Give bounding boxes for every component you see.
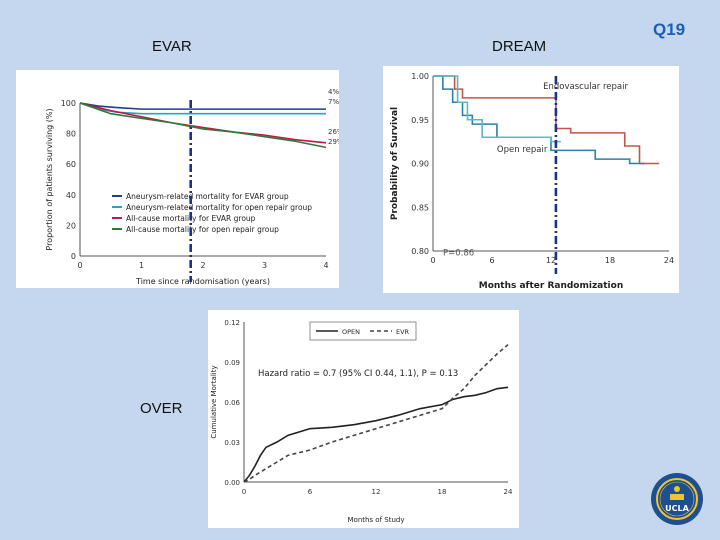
series-label: Endovascular repair (543, 82, 628, 92)
evar-chart-panel: 0 1 2 3 4 0 20 40 60 80 100 Time since randomisatio… (16, 70, 348, 288)
series-line-0-0 (79, 102, 326, 110)
y-tick-label: 0.85 (411, 203, 429, 212)
legend-entry: Aneurysm-related mortality for EVAR grou… (126, 192, 289, 201)
y-tick-label: 0.12 (224, 319, 240, 327)
p-value-annotation: P=0.86 (443, 248, 474, 258)
series-label: Open repair (497, 145, 548, 155)
y-tick-label: 40 (66, 191, 76, 200)
dream-chart-panel: 0 6 12 18 24 0.80 0.85 0.90 0.95 1.00 Months after… (383, 66, 679, 293)
question-number: Q19 (653, 20, 686, 39)
x-axis-label: Months after Randomization (479, 281, 624, 291)
series-line-1-2 (433, 75, 561, 143)
y-tick-label: 60 (66, 160, 76, 169)
over-label: OVER (140, 400, 183, 417)
y-tick-label: 1.00 (411, 72, 429, 81)
x-tick-label: 24 (504, 488, 513, 496)
x-tick-label: 1 (139, 261, 144, 270)
legend-entry: All-cause mortality for open repair grou… (126, 225, 279, 234)
series-line-1-1 (433, 75, 645, 165)
y-axis-label: Proportion of patients surviving (%) (45, 108, 54, 250)
series-line-0-3 (79, 102, 327, 149)
evar-label: EVAR (152, 38, 192, 55)
y-axis-label: Cumulative Mortality (210, 365, 218, 438)
series-line-2-0 (243, 386, 509, 483)
dream-chart: 0 6 12 18 24 0.80 0.85 0.90 0.95 1.00 Months after… (390, 72, 674, 291)
dream-label: DREAM (492, 38, 547, 55)
x-tick-label: 18 (605, 256, 615, 265)
x-tick-label: 2 (200, 261, 205, 270)
legend-entry: OPEN (342, 328, 360, 336)
x-tick-label: 18 (438, 488, 447, 496)
over-chart-panel: 0 6 12 18 24 0.00 0.03 0.06 0.09 0.12 Months of St… (208, 310, 519, 528)
x-tick-label: 0 (77, 261, 82, 270)
y-tick-label: 20 (66, 221, 76, 230)
y-tick-label: 0.95 (411, 116, 429, 125)
y-tick-label: 0.09 (224, 359, 240, 367)
y-tick-label: 0.00 (224, 479, 240, 487)
x-tick-label: 0 (430, 256, 435, 265)
x-tick-label: 6 (308, 488, 313, 496)
end-label: 7%* (328, 98, 339, 106)
x-tick-label: 12 (372, 488, 381, 496)
over-chart: 0 6 12 18 24 0.00 0.03 0.06 0.09 0.12 Months of St… (210, 319, 513, 524)
ucla-seal-text: UCLA (665, 504, 689, 513)
x-tick-label: 0 (242, 488, 246, 496)
end-label: 29%* (328, 138, 339, 146)
legend-box (309, 321, 417, 341)
y-tick-label: 0.06 (224, 399, 240, 407)
y-tick-label: 0.03 (224, 439, 240, 447)
y-tick-label: 0.90 (411, 160, 429, 169)
series-line-0-2 (79, 102, 327, 144)
series-line-1-0 (433, 75, 660, 165)
x-tick-label: 4 (323, 261, 328, 270)
hazard-ratio-annotation: Hazard ratio = 0.7 (95% CI 0.44, 1.1), P… (258, 369, 458, 379)
y-tick-label: 80 (66, 130, 76, 139)
x-tick-label: 24 (664, 256, 674, 265)
end-label: 26%* (328, 128, 339, 136)
end-label: 4%* (328, 88, 339, 96)
x-axis-label: Months of Study (348, 516, 405, 524)
ucla-seal-logo: UCLA (651, 473, 703, 525)
x-tick-label: 3 (262, 261, 267, 270)
legend-entry: EVR (396, 328, 410, 336)
y-axis-label: Probability of Survival (390, 107, 400, 220)
legend-entry: Aneurysm-related mortality for open repa… (126, 203, 312, 212)
x-axis-label: Time since randomisation (years) (135, 277, 270, 286)
y-tick-label: 0 (71, 252, 76, 261)
y-tick-label: 100 (61, 99, 76, 108)
y-tick-label: 0.80 (411, 247, 429, 256)
x-tick-label: 12 (546, 256, 556, 265)
x-tick-label: 6 (489, 256, 494, 265)
series-line-2-1 (243, 344, 509, 483)
